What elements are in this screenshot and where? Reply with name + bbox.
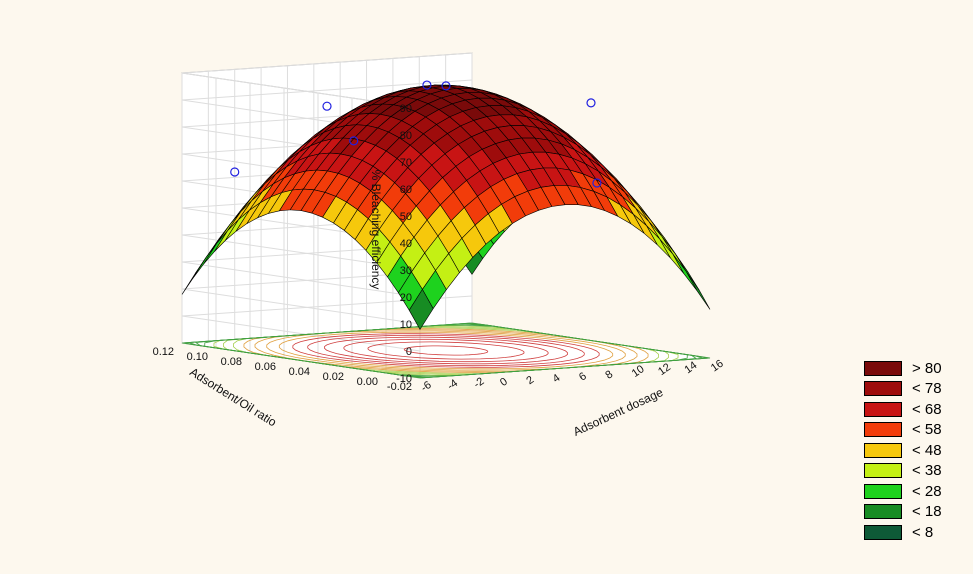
grid-line [181,315,421,352]
legend-swatch [864,524,902,540]
legend-label: < 58 [912,421,942,439]
legend-swatch [864,504,902,520]
legend-label: < 8 [912,523,934,541]
legend-item: < 68 [864,399,964,420]
z-axis-label: % Bleaching efficiency [369,170,383,290]
y-tick-label: 0.02 [323,371,344,383]
x-tick-label: -2 [472,375,487,390]
response-surface [181,84,711,330]
floor-contours [181,322,711,379]
z-tick-label: 70 [400,157,412,169]
y-tick-label: -0.02 [387,381,412,393]
x-tick-label: 14 [682,359,699,376]
data-point [230,167,240,177]
grid-line [181,288,421,325]
legend-item: < 8 [864,522,964,543]
legend-swatch [864,381,902,397]
surface-patch [672,253,698,291]
x-tick-label: 12 [656,361,673,378]
legend-item: < 78 [864,379,964,400]
x-tick-label: 4 [551,372,563,385]
contour-line [266,330,626,371]
contour-line [403,345,489,356]
legend-label: < 78 [912,380,942,398]
data-point [586,98,596,108]
legend-label: < 68 [912,400,942,418]
z-tick-label: 10 [400,319,412,331]
y-tick-label: 0.12 [153,346,174,358]
x-tick-label: 0 [498,376,510,389]
contour-line [292,333,600,368]
y-tick-label: 0.10 [187,351,208,363]
legend-item: < 58 [864,420,964,441]
contour-line [278,331,614,370]
z-tick-label: 50 [400,211,412,223]
z-tick-label: 80 [400,130,412,142]
legend-item: < 38 [864,461,964,482]
legend-item: < 48 [864,440,964,461]
x-tick-label: 10 [630,363,647,380]
z-tick-label: 40 [400,238,412,250]
y-tick-label: 0.08 [221,356,242,368]
data-point [322,101,332,111]
z-tick-label: 60 [400,184,412,196]
z-tick-label: 30 [400,265,412,277]
z-tick-label: 20 [400,292,412,304]
contour-line [343,338,549,363]
contour-line [324,336,568,365]
legend-swatch [864,463,902,479]
z-tick-label: -10 [396,373,412,385]
x-tick-label: -4 [445,377,460,392]
legend-swatch [864,401,902,417]
legend-label: < 18 [912,503,942,521]
y-tick-label: 0.06 [255,361,276,373]
contour-line [307,334,585,367]
z-tick-label: 90 [400,103,412,115]
legend-label: < 28 [912,482,942,500]
legend-swatch [864,422,902,438]
legend-item: > 80 [864,358,964,379]
data-points [230,80,602,188]
grid-line [181,261,421,298]
data-point [349,136,359,146]
z-tick-label: 0 [406,346,412,358]
x-tick-label: 6 [577,370,589,383]
grid-line [181,52,473,74]
data-point [422,80,432,90]
y-tick-label: 0.04 [289,366,310,378]
x-tick-label: 8 [603,368,615,381]
surface-patch [408,288,434,330]
legend-label: > 80 [912,359,942,377]
contour-line [181,322,711,379]
data-point [441,81,451,91]
x-tick-label: 16 [709,358,726,375]
x-tick-label: -6 [419,379,434,394]
surface-patch [659,238,684,274]
legend-item: < 18 [864,502,964,523]
legend-swatch [864,483,902,499]
x-tick-label: 2 [524,374,536,387]
legend-swatch [864,360,902,376]
surface-patch [685,271,711,310]
legend-label: < 48 [912,441,942,459]
legend-label: < 38 [912,462,942,480]
y-axis-label: Adsorbent/Oil ratio [187,365,279,430]
legend-item: < 28 [864,481,964,502]
y-tick-label: 0.00 [357,376,378,388]
legend-swatch [864,442,902,458]
surface-patch [661,236,687,272]
contour-line [367,341,525,360]
legend: > 80 < 78 < 68 < 58 < 48 < 38 < 28 < 18 < 8 [864,358,964,543]
x-axis-label: Adsorbent dosage [571,385,665,439]
data-point [592,178,602,188]
